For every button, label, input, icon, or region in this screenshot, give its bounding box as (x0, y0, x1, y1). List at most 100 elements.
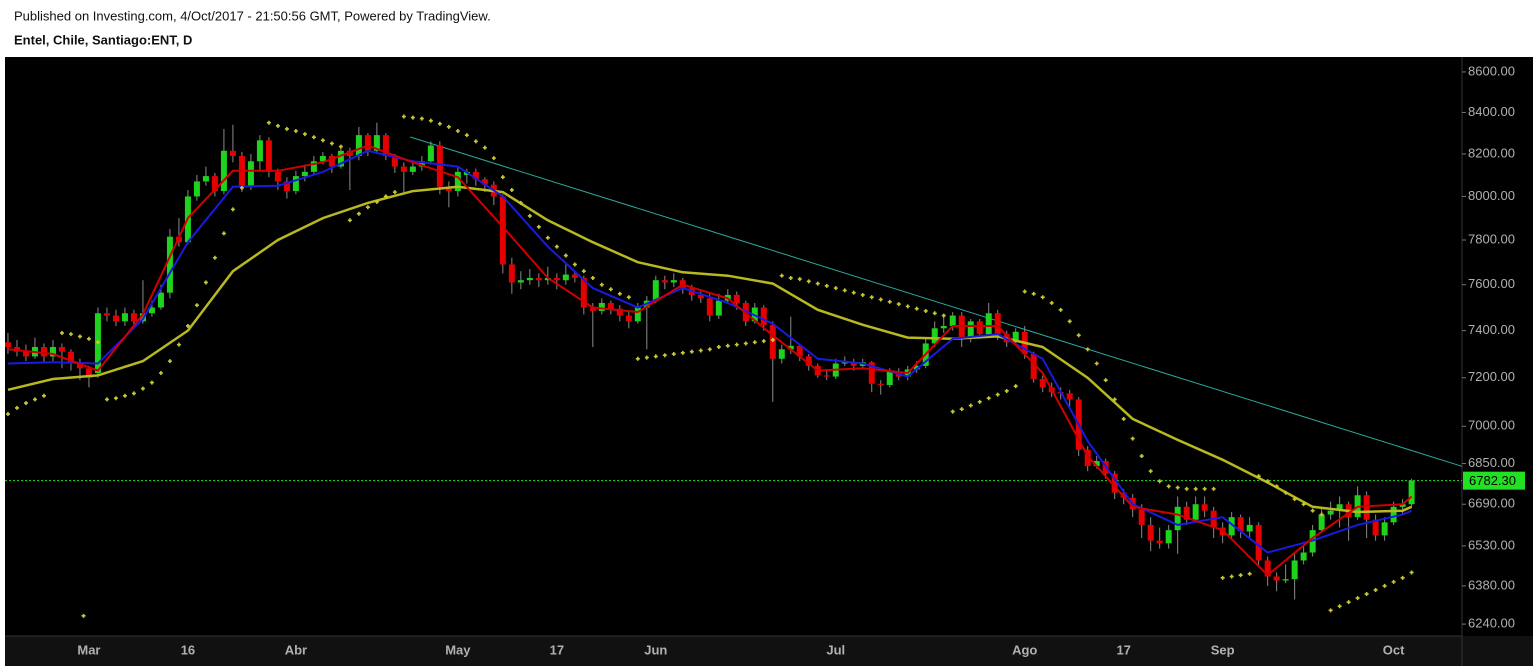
candle-body (58, 346, 65, 352)
candle-body (1291, 560, 1298, 580)
candle-body (1147, 524, 1154, 541)
candle-body (967, 321, 974, 339)
candle-body (850, 362, 857, 366)
sar-dot (1211, 486, 1216, 491)
sar-dot (617, 291, 622, 296)
candle-body (1066, 393, 1073, 400)
candle-body (76, 363, 83, 369)
candle-body (1273, 576, 1280, 581)
sar-dot (1085, 347, 1090, 352)
sar-dot (167, 359, 172, 364)
candle-body (787, 345, 794, 350)
sar-dot (770, 337, 775, 342)
candle-body (1408, 480, 1415, 505)
x-tick-label: Mar (77, 642, 100, 657)
candle-body (877, 383, 884, 385)
candle-body (112, 315, 119, 322)
sar-dot (347, 218, 352, 223)
candle-body (526, 277, 533, 281)
sar-dot (563, 253, 568, 258)
candle-body (1030, 354, 1037, 379)
sar-dot (5, 412, 10, 417)
candle-body (472, 171, 479, 180)
candle-body (697, 294, 704, 299)
sar-dot (455, 128, 460, 133)
sar-dot (149, 380, 154, 385)
sar-dot (392, 190, 397, 195)
sar-dot (1139, 454, 1144, 459)
sar-dot (410, 115, 415, 120)
candle-body (634, 307, 641, 322)
candle-body (193, 181, 200, 197)
sar-dot (482, 145, 487, 150)
sar-dot (1121, 416, 1126, 421)
sar-dot (554, 244, 559, 249)
candle-body (1156, 540, 1163, 544)
sar-dot (1247, 571, 1252, 576)
sar-dot (968, 403, 973, 408)
sar-dot (1238, 573, 1243, 578)
candle-body (625, 315, 632, 322)
candle-body (40, 346, 47, 357)
moving-average-line (7, 144, 1413, 577)
sar-dot (23, 401, 28, 406)
sar-dot (1013, 384, 1018, 389)
sar-dot (959, 407, 964, 412)
candle-body (589, 307, 596, 311)
sar-dot (1184, 486, 1189, 491)
sar-dot (194, 303, 199, 308)
sar-dot (140, 386, 145, 391)
sar-dot (860, 292, 865, 297)
sar-dot (104, 397, 109, 402)
sar-dot (1337, 604, 1342, 609)
sar-dot (977, 399, 982, 404)
y-tick-label: 6240.00 (1468, 616, 1515, 631)
sar-dot (428, 118, 433, 123)
candle-body (220, 150, 227, 192)
last-price-box (1463, 471, 1525, 490)
sar-dot (401, 114, 406, 119)
sar-dot (707, 347, 712, 352)
sar-dot (59, 330, 64, 335)
sar-dot (1400, 575, 1405, 580)
candle-body (913, 365, 920, 370)
candle-body (427, 145, 434, 162)
sar-dot (914, 306, 919, 311)
sar-dot (491, 156, 496, 161)
sar-dot (716, 344, 721, 349)
candle-body (661, 280, 668, 283)
chart-title: Entel, Chile, Santiago:ENT, D (14, 32, 192, 47)
candle-body (994, 313, 1001, 335)
candle-body (1201, 504, 1208, 511)
x-tick-label: 16 (181, 642, 195, 657)
candle-body (931, 328, 938, 344)
y-tick-label: 8400.00 (1468, 104, 1515, 119)
moving-average-line (7, 185, 1413, 514)
y-tick-label: 7000.00 (1468, 418, 1515, 433)
sar-dot (869, 295, 874, 300)
x-tick-label: Abr (285, 642, 307, 657)
sar-dot (1310, 508, 1315, 513)
sar-dot (626, 295, 631, 300)
y-tick-label: 6690.00 (1468, 496, 1515, 511)
candle-body (778, 349, 785, 359)
sar-dot (950, 409, 955, 414)
sar-dot (1049, 300, 1054, 305)
candle-body (1174, 506, 1181, 531)
candle-body (121, 313, 128, 322)
x-tick-label: 17 (1116, 642, 1130, 657)
candle-body (166, 236, 173, 293)
candle-body (256, 140, 263, 162)
candle-body (1084, 449, 1091, 467)
candle-body (1237, 517, 1244, 532)
sar-dot (32, 397, 37, 402)
candle-body (418, 161, 425, 167)
sar-dot (275, 123, 280, 128)
sar-dot (1022, 289, 1027, 294)
sar-dot (644, 355, 649, 360)
sar-dot (1346, 600, 1351, 605)
sar-dot (923, 308, 928, 313)
candle-body (49, 346, 56, 357)
sar-dot (1175, 485, 1180, 490)
candle-body (733, 294, 740, 303)
